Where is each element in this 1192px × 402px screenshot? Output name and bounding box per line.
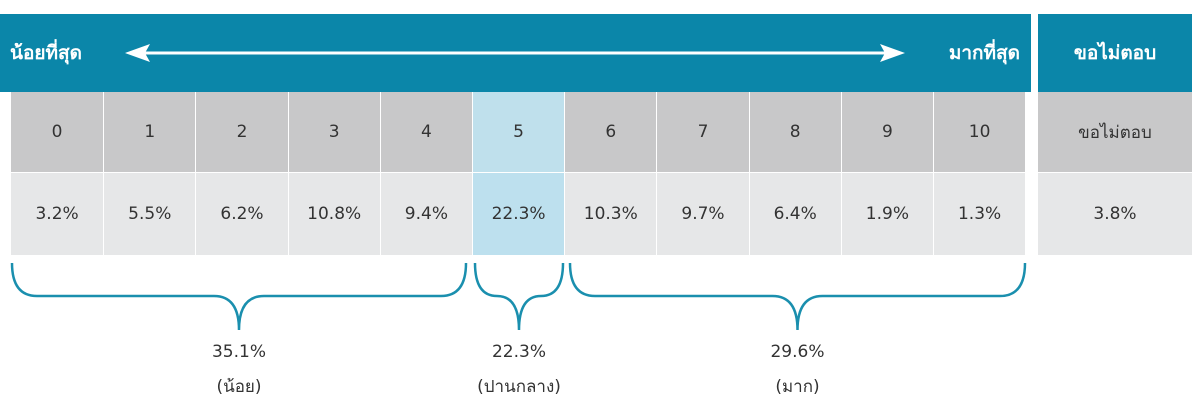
scale-cell: 9 <box>840 92 933 172</box>
group-share: 22.3% <box>491 342 546 362</box>
share-cell: 1.3% <box>933 172 1026 255</box>
brace <box>568 262 1027 331</box>
scale-cell: 7 <box>656 92 749 172</box>
no-answer-label: ขอไม่ตอบ <box>1038 92 1192 172</box>
header-right: มากที่สุด <box>910 14 1020 92</box>
group-label: (น้อย) <box>216 376 262 397</box>
scale-cell: 5 <box>472 92 565 172</box>
scale-cell: 2 <box>195 92 288 172</box>
no-answer-share: 3.8% <box>1038 172 1192 255</box>
scale-cell: 1 <box>103 92 196 172</box>
brace <box>10 262 468 331</box>
group-share: 35.1% <box>211 342 266 362</box>
scale-cell: 0 <box>11 92 104 172</box>
share-cell: 22.3% <box>472 172 565 255</box>
scale-cell: 4 <box>379 92 472 172</box>
scale-cell: 3 <box>287 92 380 172</box>
group-share: 29.6% <box>770 342 825 362</box>
share-cell: 6.4% <box>748 172 841 255</box>
group-label: (มาก) <box>775 376 820 397</box>
scale-cell: 8 <box>748 92 841 172</box>
share-cell: 1.9% <box>840 172 933 255</box>
header-left: น้อยที่สุด <box>10 14 82 92</box>
header-no-answer: ขอไม่ตอบ <box>1038 14 1192 92</box>
scale-fill-left <box>0 92 11 255</box>
share-cell: 9.4% <box>379 172 472 255</box>
share-cell: 9.7% <box>656 172 749 255</box>
share-cell: 6.2% <box>195 172 288 255</box>
share-cell: 10.8% <box>287 172 380 255</box>
share-cell: 10.3% <box>564 172 657 255</box>
arrow <box>125 44 905 62</box>
scale-cell: 6 <box>564 92 657 172</box>
group-label: (ปานกลาง) <box>477 376 561 397</box>
brace <box>473 262 565 331</box>
share-cell: 5.5% <box>103 172 196 255</box>
share-cell: 3.2% <box>11 172 104 255</box>
scale-cell: 10 <box>933 92 1026 172</box>
